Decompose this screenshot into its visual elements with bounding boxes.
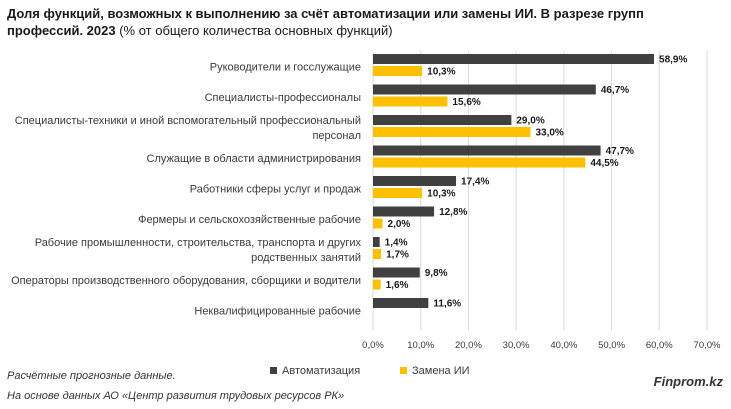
bar-ai [373,218,383,229]
category-label: Фермеры и сельскохозяйственные рабочие [138,214,361,226]
legend-swatch-ai [400,367,407,374]
data-label: 9,8% [425,268,448,279]
bar-automation [373,267,420,278]
data-label: 11,6% [433,299,461,310]
bar-automation [373,54,655,64]
category-label: Служащие в области администрирования [147,153,361,165]
category-label: родственных занятий [251,252,361,264]
x-tick-label: 50,0% [598,340,625,351]
x-tick-label: 60,0% [646,340,673,351]
category-label: Специалисты-техники и иной вспомогательн… [15,115,361,127]
bar-ai [373,66,423,76]
bar-ai [373,157,586,168]
data-label: 58,9% [659,55,687,66]
legend-label-ai: Замена ИИ [412,365,470,377]
data-label: 1,7% [386,250,409,261]
legend-label-automation: Автоматизация [282,365,360,377]
data-label: 17,4% [461,177,489,188]
bar-automation [373,176,457,186]
category-label: персонал [312,130,361,142]
bar-ai [373,279,381,290]
brand-logo: Finprom.kz [653,374,723,389]
chart-title-bold: Доля функций, возможных к выполнению за … [7,6,644,38]
x-tick-label: 40,0% [550,340,577,351]
category-label: Рабочие промышленности, строительства, т… [35,237,362,249]
data-label: 10,3% [427,67,455,78]
x-tick-label: 10,0% [407,340,434,351]
bar-ai [373,249,382,259]
data-label: 1,4% [385,238,408,249]
data-label: 1,6% [386,280,409,291]
legend-swatch-automation [270,367,277,374]
x-tick-label: 20,0% [455,340,482,351]
data-label: 2,0% [388,219,411,230]
forecast-note: Расчётные прогнозные данные. [7,370,176,382]
category-label: Неквалифицированные рабочие [194,305,361,317]
x-tick-label: 0,0% [362,340,384,351]
category-label: Руководители и госслужащие [210,61,361,73]
data-label: 33,0% [535,128,563,139]
chart-title-unit: (% от общего количества основных функций… [115,23,393,38]
bar-automation [373,84,596,95]
chart-title: Доля функций, возможных к выполнению за … [7,5,722,39]
data-label: 15,6% [452,97,480,108]
data-label: 46,7% [601,85,629,96]
bar-ai [373,188,423,198]
x-tick-label: 70,0% [694,340,721,351]
data-label: 12,8% [439,207,467,218]
bar-ai [373,127,531,137]
category-label: Работники сферы услуг и продаж [190,183,362,195]
source-note: На основе данных АО «Центр развития труд… [7,390,345,402]
bar-automation [373,237,380,247]
category-label: Операторы производственного оборудования… [11,275,361,287]
category-label: Специалисты-профессионалы [205,92,361,104]
data-label: 10,3% [427,189,455,200]
data-label: 47,7% [606,146,634,157]
bar-automation [373,145,601,156]
x-tick-label: 30,0% [503,340,530,351]
bar-automation [373,115,512,125]
bar-automation [373,298,429,308]
data-label: 44,5% [590,158,618,169]
bar-automation [373,206,435,217]
data-label: 29,0% [516,116,544,127]
bar-ai [373,96,448,107]
